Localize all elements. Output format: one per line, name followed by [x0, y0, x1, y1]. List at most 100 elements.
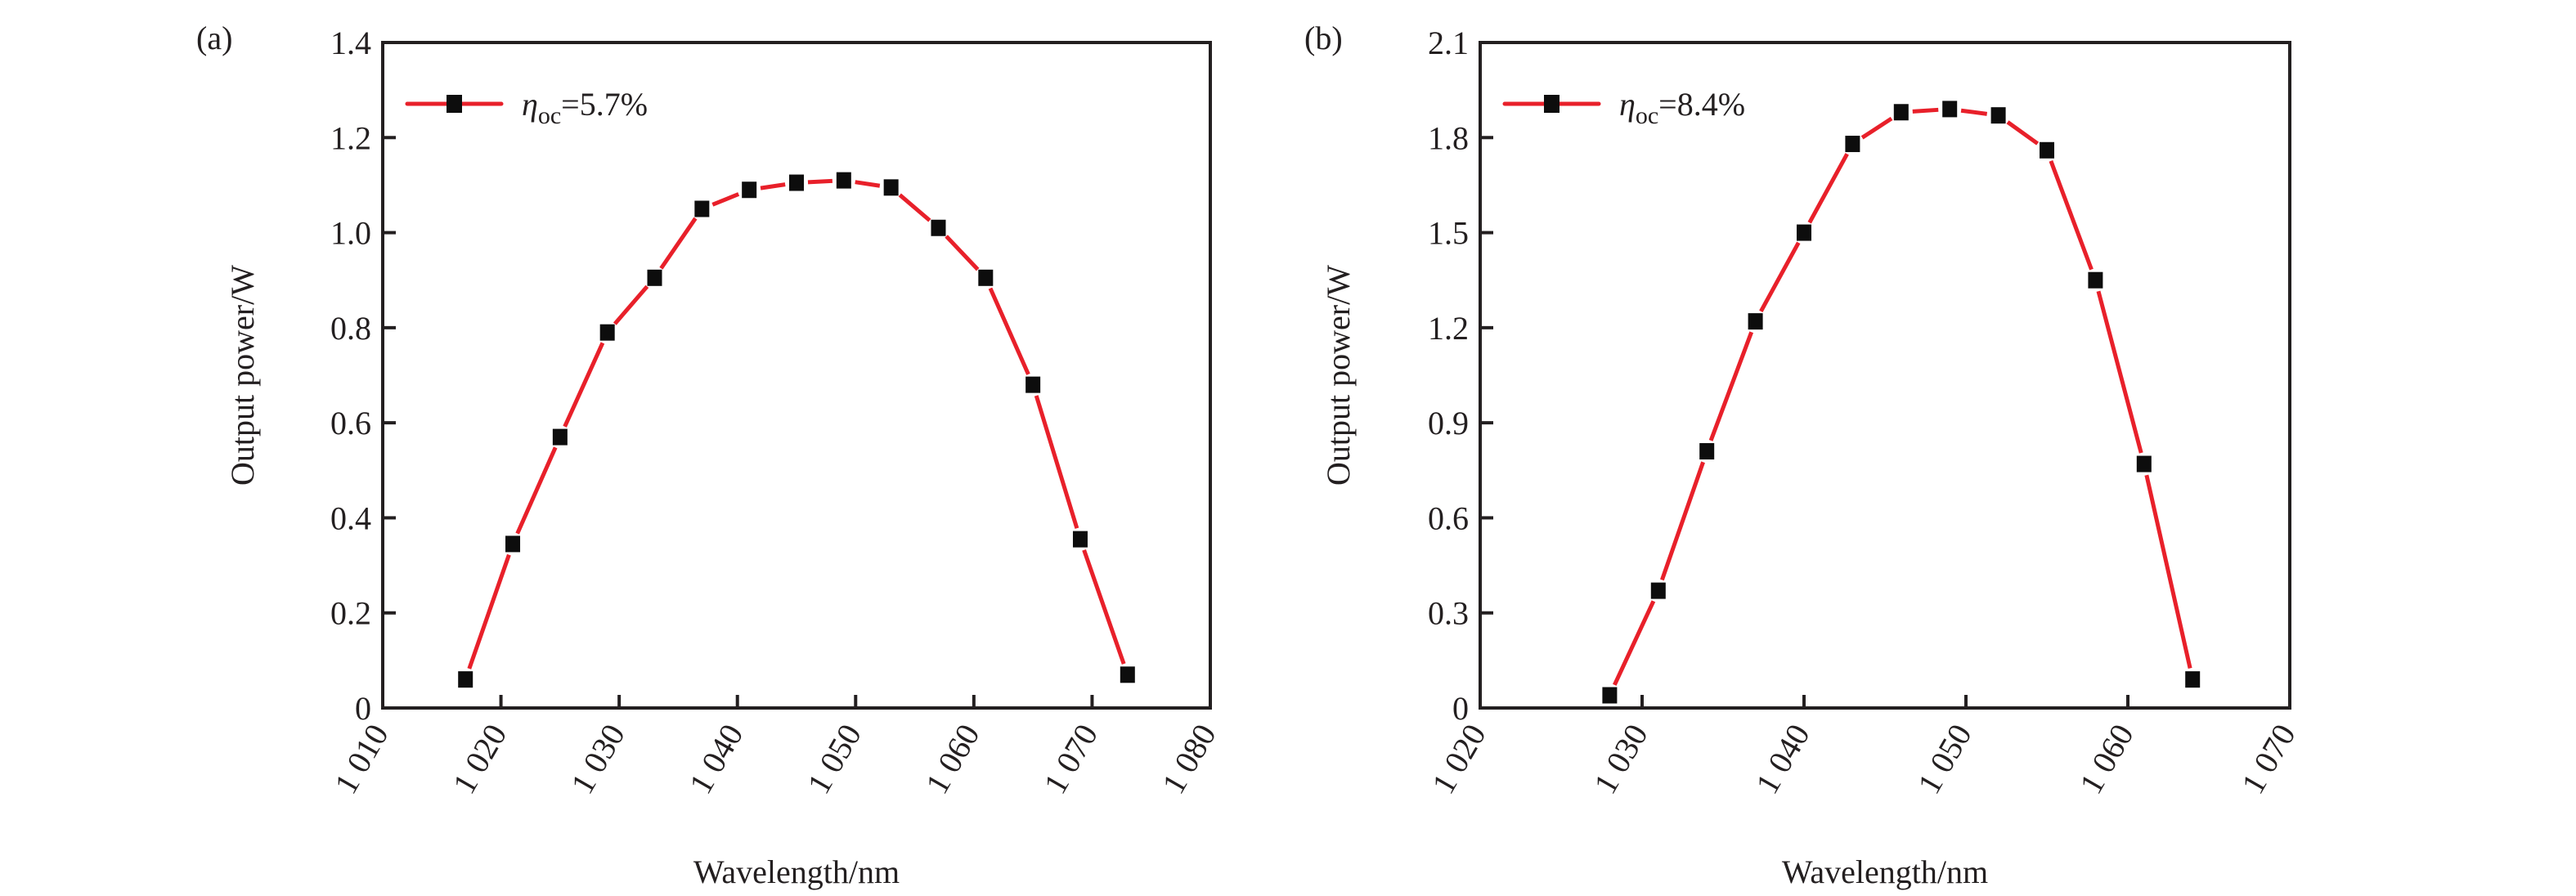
- data-point-marker: [505, 535, 521, 553]
- y-tick-label: 2.1: [1428, 25, 1469, 61]
- data-point-marker: [1699, 443, 1715, 460]
- data-point-marker: [836, 172, 851, 189]
- series-segment: [1082, 549, 1126, 665]
- y-axis-label: Output power/W: [1320, 265, 1357, 486]
- series-segment: [563, 342, 605, 428]
- y-tick-label: 0: [1452, 690, 1469, 727]
- data-point-marker: [1748, 313, 1763, 330]
- series-segment: [945, 235, 980, 271]
- x-tick-label: 1 020: [445, 718, 514, 800]
- series-segment: [1860, 116, 1893, 140]
- series-segment: [1807, 153, 1849, 224]
- data-point-marker: [552, 428, 568, 446]
- data-point-marker: [1072, 531, 1088, 548]
- series-segment: [898, 193, 931, 222]
- legend-marker: [447, 95, 462, 113]
- data-point-marker: [1025, 376, 1041, 393]
- legend: ηoc=5.7%: [405, 86, 648, 129]
- y-tick-label: 0.4: [330, 500, 371, 536]
- series-segment: [1912, 107, 1939, 114]
- y-tick-label: 1.2: [1428, 310, 1469, 347]
- series-segment: [515, 446, 558, 535]
- data-point-marker: [742, 181, 757, 199]
- x-tick-label: 1 060: [918, 718, 987, 800]
- y-tick-label: 0.3: [1428, 595, 1469, 632]
- data-point-marker: [1797, 224, 1811, 241]
- x-tick-label: 1 040: [1748, 718, 1817, 800]
- data-point-marker: [458, 671, 473, 688]
- legend-value: =5.7%: [561, 86, 648, 123]
- y-tick-label: 0.6: [1428, 500, 1469, 536]
- data-point-marker: [789, 174, 804, 191]
- x-tick-label: 1 040: [682, 718, 751, 800]
- x-tick-label: 1 050: [1910, 718, 1979, 800]
- legend-label: ηoc=5.7%: [522, 86, 648, 129]
- x-tick-label: 1 070: [1036, 718, 1105, 800]
- panel-label: (a): [196, 20, 232, 56]
- y-tick-label: 0.6: [330, 405, 371, 441]
- legend-subscript: oc: [1636, 102, 1658, 129]
- data-point-marker: [2088, 271, 2103, 289]
- y-tick-label: 0.8: [330, 310, 371, 347]
- x-axis-label: Wavelength/nm: [1782, 853, 1988, 890]
- legend-label: ηoc=8.4%: [1619, 86, 1745, 129]
- data-point-marker: [1942, 101, 1958, 118]
- y-tick-label: 0: [355, 690, 371, 727]
- x-tick-label: 1 070: [2234, 718, 2303, 800]
- series-segment: [1034, 395, 1079, 529]
- series-segment: [760, 182, 786, 190]
- plot-frame: [1479, 41, 2291, 710]
- x-tick-label: 1 010: [327, 718, 396, 800]
- data-point-marker: [1120, 666, 1135, 683]
- data-point-marker: [978, 269, 994, 286]
- chart-panel-a: (a) 0 0.2 0.4 0.6 0.8 1.0 1.2 1.4 1 010 1 020 1 030…: [196, 20, 1223, 890]
- series-segment: [2049, 160, 2094, 271]
- series-segment: [807, 178, 832, 185]
- data-point-marker: [2136, 455, 2152, 473]
- data-point-marker: [1650, 582, 1666, 599]
- x-tick-label: 1 050: [800, 718, 868, 800]
- data-point-marker: [931, 219, 946, 236]
- data-point-marker: [1602, 687, 1618, 704]
- data-point-marker: [1845, 136, 1860, 153]
- series-segment: [1759, 241, 1801, 313]
- x-tick-label: 1 080: [1155, 718, 1223, 800]
- x-tick-label: 1 030: [563, 718, 632, 800]
- legend-marker: [1544, 95, 1560, 113]
- data-point-marker: [1893, 104, 1909, 121]
- y-tick-label: 1.4: [330, 25, 371, 61]
- series-segment: [855, 180, 881, 188]
- y-tick-label: 1.2: [330, 119, 371, 156]
- y-tick-label: 1.0: [330, 215, 371, 252]
- data-point-marker: [2185, 671, 2201, 688]
- series-segment: [2144, 474, 2192, 670]
- series-segment: [711, 192, 740, 207]
- legend-subscript: oc: [538, 102, 561, 129]
- legend-symbol: η: [522, 86, 538, 123]
- series-segment: [1660, 461, 1705, 581]
- plot-frame: [381, 41, 1212, 710]
- data-point-marker: [2040, 141, 2054, 159]
- series-segment: [2096, 290, 2143, 454]
- series-segment: [659, 217, 698, 270]
- x-tick-label: 1 020: [1425, 718, 1493, 800]
- y-tick-label: 1.8: [1428, 119, 1469, 156]
- data-point-marker: [1990, 107, 2006, 124]
- series-segment: [2006, 120, 2040, 146]
- chart-panel-b: (b) 0 0.3 0.6 0.9 1.2 1.5 1.8 2.1 1 020 1 030 1 040…: [1304, 20, 2303, 890]
- series-segment: [1613, 600, 1656, 686]
- x-tick-label: 1 060: [2072, 718, 2141, 800]
- y-tick-label: 0.9: [1428, 405, 1469, 441]
- series-segment: [988, 287, 1030, 375]
- y-tick-label: 0.2: [330, 595, 371, 632]
- data-point-marker: [647, 269, 662, 286]
- data-point-marker: [883, 179, 899, 196]
- y-axis-label: Output power/W: [224, 265, 261, 486]
- series-segment: [1708, 331, 1754, 441]
- panel-label: (b): [1304, 20, 1343, 56]
- y-tick-label: 1.5: [1428, 215, 1469, 252]
- series-segment: [613, 284, 649, 325]
- legend-value: =8.4%: [1658, 86, 1745, 123]
- series-segment: [467, 553, 511, 670]
